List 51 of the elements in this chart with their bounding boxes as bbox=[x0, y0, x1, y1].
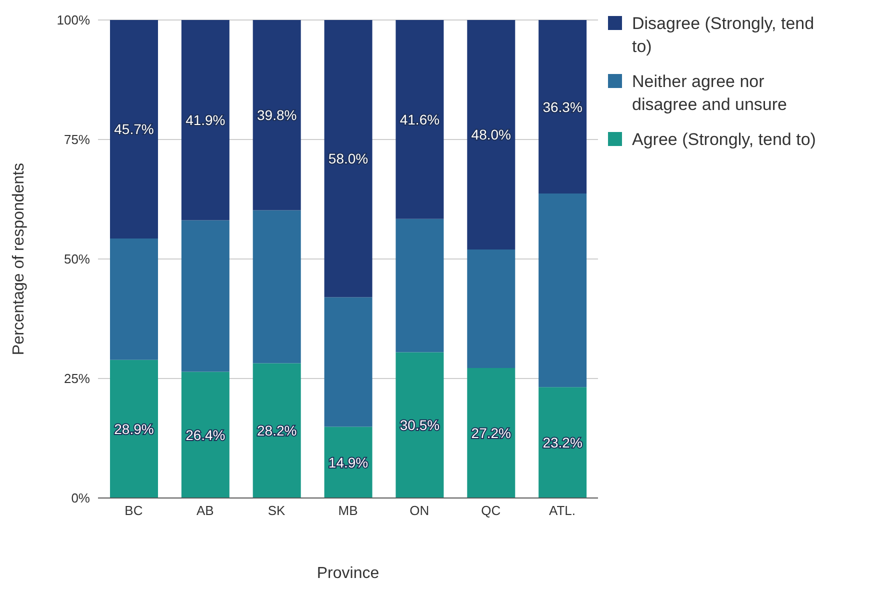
data-label: 28.2% bbox=[257, 422, 297, 439]
data-label: 14.9% bbox=[328, 454, 368, 470]
bar bbox=[538, 387, 587, 498]
bar bbox=[324, 297, 372, 427]
x-tick-label: ATL. bbox=[549, 503, 576, 518]
data-label: 41.6% bbox=[400, 111, 440, 128]
data-label: 48.0% bbox=[471, 126, 511, 143]
y-tick-label: 0% bbox=[71, 490, 90, 506]
bar bbox=[467, 368, 516, 498]
x-axis-title: Province bbox=[316, 565, 380, 582]
bar bbox=[110, 238, 158, 360]
data-label: 27.2% bbox=[471, 424, 511, 441]
x-tick-label: AB bbox=[196, 503, 214, 518]
y-tick-label: 75% bbox=[64, 132, 90, 148]
bar bbox=[467, 20, 516, 250]
data-label: 26.4% bbox=[186, 426, 226, 443]
bar bbox=[538, 20, 587, 194]
x-tick-label: MB bbox=[338, 503, 358, 518]
bar bbox=[467, 249, 516, 368]
x-tick-label: ON bbox=[410, 503, 430, 518]
bar bbox=[396, 218, 444, 352]
data-label: 28.9% bbox=[114, 420, 154, 437]
y-tick-label: 50% bbox=[64, 252, 90, 267]
y-tick-label: 100% bbox=[56, 12, 90, 28]
bar bbox=[538, 194, 587, 388]
bar bbox=[396, 352, 444, 498]
bar bbox=[181, 220, 230, 372]
x-tick-label: QC bbox=[481, 503, 501, 518]
data-label: 41.9% bbox=[186, 112, 226, 128]
data-label: 58.0% bbox=[328, 150, 368, 167]
bar bbox=[181, 20, 230, 220]
y-tick-label: 25% bbox=[64, 371, 90, 386]
y-axis-title: Percentage of respondents bbox=[10, 162, 28, 356]
legend-label: Neither agree nor disagree and unsure bbox=[632, 71, 788, 116]
legend-label: Disagree (Strongly, tend to) bbox=[632, 13, 816, 58]
data-label: 30.5% bbox=[400, 417, 440, 434]
bar bbox=[324, 20, 372, 298]
data-label: 23.2% bbox=[542, 434, 582, 451]
data-label: 39.8% bbox=[257, 107, 297, 124]
x-tick-label: SK bbox=[268, 503, 286, 518]
bar bbox=[110, 360, 158, 498]
data-label: 36.3% bbox=[542, 98, 582, 115]
x-tick-label: BC bbox=[124, 503, 143, 518]
bar bbox=[252, 20, 301, 210]
bar bbox=[110, 20, 158, 238]
bar bbox=[252, 363, 301, 498]
bar bbox=[181, 372, 230, 498]
bar bbox=[252, 210, 301, 364]
data-label: 45.7% bbox=[114, 121, 154, 138]
legend-label: Agree (Strongly, tend to) bbox=[632, 129, 817, 151]
bar bbox=[396, 20, 444, 219]
